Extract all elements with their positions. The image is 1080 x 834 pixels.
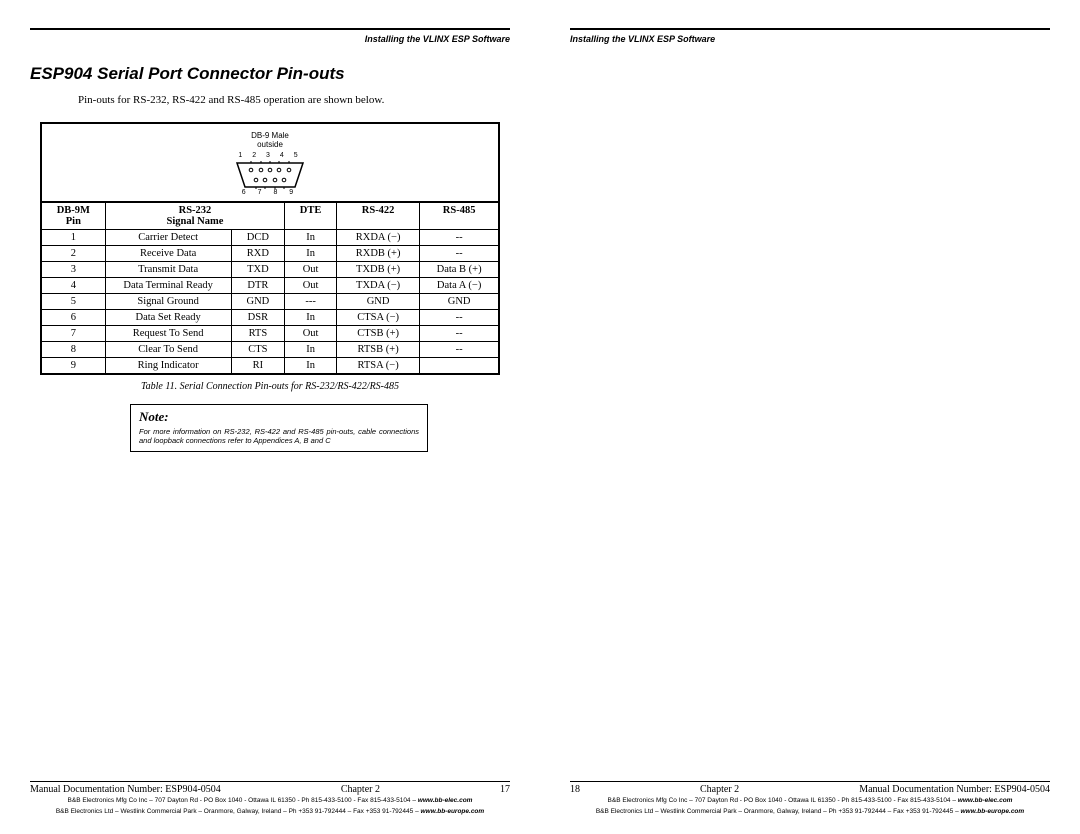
- cell-signal: Ring Indicator: [105, 357, 231, 374]
- header-rule-r: [570, 28, 1050, 30]
- note-title: Note:: [139, 409, 419, 425]
- cell-pin: 3: [41, 261, 105, 277]
- cell-rs422: RXDB (+): [336, 245, 419, 261]
- table-row: 1Carrier DetectDCDInRXDA (−)--: [41, 229, 499, 245]
- cell-dte: In: [285, 309, 337, 325]
- cell-signal: Transmit Data: [105, 261, 231, 277]
- cell-signal: Carrier Detect: [105, 229, 231, 245]
- cell-signal: Request To Send: [105, 325, 231, 341]
- cell-dte: In: [285, 245, 337, 261]
- th-dte: DTE: [300, 205, 322, 216]
- cell-pin: 9: [41, 357, 105, 374]
- cell-abbr: GND: [231, 293, 285, 309]
- cell-abbr: TXD: [231, 261, 285, 277]
- cell-pin: 8: [41, 341, 105, 357]
- cell-dte: Out: [285, 261, 337, 277]
- th-rs232: RS-232: [179, 205, 212, 216]
- footer-right: 18 Chapter 2 Manual Documentation Number…: [570, 781, 1050, 816]
- db9-pins-bottom: 6 7 8 9: [42, 189, 498, 197]
- cell-pin: 1: [41, 229, 105, 245]
- section-title: ESP904 Serial Port Connector Pin-outs: [30, 64, 510, 84]
- cell-rs422: RXDA (−): [336, 229, 419, 245]
- cell-dte: Out: [285, 325, 337, 341]
- db9-diagram: DB-9 Male outside 1 2 3 4 5: [40, 122, 500, 202]
- cell-abbr: RXD: [231, 245, 285, 261]
- cell-rs485: --: [420, 341, 499, 357]
- section-intro: Pin-outs for RS-232, RS-422 and RS-485 o…: [78, 94, 510, 106]
- cell-rs485: --: [420, 309, 499, 325]
- footer-left: Manual Documentation Number: ESP904-0504…: [30, 781, 510, 816]
- running-header-left: Installing the VLINX ESP Software: [30, 34, 510, 44]
- cell-signal: Data Set Ready: [105, 309, 231, 325]
- cell-pin: 2: [41, 245, 105, 261]
- pinout-block: DB-9 Male outside 1 2 3 4 5: [40, 122, 500, 404]
- footer-chapter: Chapter 2: [341, 784, 380, 795]
- footer-chapter-r: Chapter 2: [700, 784, 739, 795]
- table-row: 6Data Set ReadyDSRInCTSA (−)--: [41, 309, 499, 325]
- table-row: 4Data Terminal ReadyDTROutTXDA (−)Data A…: [41, 277, 499, 293]
- cell-dte: ---: [285, 293, 337, 309]
- footer-fine2: B&B Electronics Ltd – Westlink Commercia…: [30, 808, 510, 816]
- cell-dte: In: [285, 229, 337, 245]
- note-box: Note: For more information on RS-232, RS…: [130, 404, 428, 452]
- th-db9m: DB-9M: [57, 205, 90, 216]
- cell-rs485: Data B (+): [420, 261, 499, 277]
- cell-abbr: RI: [231, 357, 285, 374]
- cell-abbr: DCD: [231, 229, 285, 245]
- db9-connector-icon: [235, 161, 305, 189]
- cell-rs485: --: [420, 229, 499, 245]
- cell-signal: Receive Data: [105, 245, 231, 261]
- cell-abbr: CTS: [231, 341, 285, 357]
- th-pin: Pin: [66, 216, 81, 227]
- cell-dte: In: [285, 341, 337, 357]
- footer-fine1-r: B&B Electronics Mfg Co Inc – 707 Dayton …: [570, 797, 1050, 805]
- cell-pin: 7: [41, 325, 105, 341]
- cell-dte: In: [285, 357, 337, 374]
- running-header-right: Installing the VLINX ESP Software: [570, 34, 1050, 44]
- footer-docnum: Manual Documentation Number: ESP904-0504: [30, 784, 221, 795]
- footer-docnum-r: Manual Documentation Number: ESP904-0504: [859, 784, 1050, 795]
- th-rs422: RS-422: [362, 205, 395, 216]
- cell-pin: 5: [41, 293, 105, 309]
- cell-dte: Out: [285, 277, 337, 293]
- cell-pin: 4: [41, 277, 105, 293]
- cell-rs422: TXDA (−): [336, 277, 419, 293]
- pinout-table: DB-9M Pin RS-232 Signal Name DTE RS-422 …: [40, 202, 500, 375]
- footer-pagenum-right: 18: [570, 784, 580, 795]
- table-row: 7Request To SendRTSOutCTSB (+)--: [41, 325, 499, 341]
- cell-rs422: GND: [336, 293, 419, 309]
- db9-label-sub: outside: [42, 141, 498, 150]
- cell-rs485: --: [420, 245, 499, 261]
- th-rs485: RS-485: [443, 205, 476, 216]
- cell-pin: 6: [41, 309, 105, 325]
- db9-pins-top: 1 2 3 4 5: [42, 152, 498, 160]
- note-body: For more information on RS-232, RS-422 a…: [139, 427, 419, 445]
- footer-fine2-r: B&B Electronics Ltd – Westlink Commercia…: [570, 808, 1050, 816]
- table-row: 9Ring IndicatorRIInRTSA (−): [41, 357, 499, 374]
- cell-rs422: RTSB (+): [336, 341, 419, 357]
- th-signal: Signal Name: [167, 216, 224, 227]
- table-row: 3Transmit DataTXDOutTXDB (+)Data B (+): [41, 261, 499, 277]
- table-caption: Table 11. Serial Connection Pin-outs for…: [40, 381, 500, 392]
- footer-fine1: B&B Electronics Mfg Co Inc – 707 Dayton …: [30, 797, 510, 805]
- cell-signal: Clear To Send: [105, 341, 231, 357]
- cell-rs422: CTSB (+): [336, 325, 419, 341]
- cell-rs485: [420, 357, 499, 374]
- cell-rs422: CTSA (−): [336, 309, 419, 325]
- cell-abbr: RTS: [231, 325, 285, 341]
- cell-rs422: TXDB (+): [336, 261, 419, 277]
- table-row: 5Signal GroundGND---GNDGND: [41, 293, 499, 309]
- table-row: 8Clear To SendCTSInRTSB (+)--: [41, 341, 499, 357]
- cell-rs485: GND: [420, 293, 499, 309]
- cell-signal: Signal Ground: [105, 293, 231, 309]
- cell-abbr: DSR: [231, 309, 285, 325]
- cell-signal: Data Terminal Ready: [105, 277, 231, 293]
- cell-rs422: RTSA (−): [336, 357, 419, 374]
- table-row: 2Receive DataRXDInRXDB (+)--: [41, 245, 499, 261]
- footer-pagenum-left: 17: [500, 784, 510, 795]
- header-rule: [30, 28, 510, 30]
- cell-rs485: --: [420, 325, 499, 341]
- cell-abbr: DTR: [231, 277, 285, 293]
- cell-rs485: Data A (−): [420, 277, 499, 293]
